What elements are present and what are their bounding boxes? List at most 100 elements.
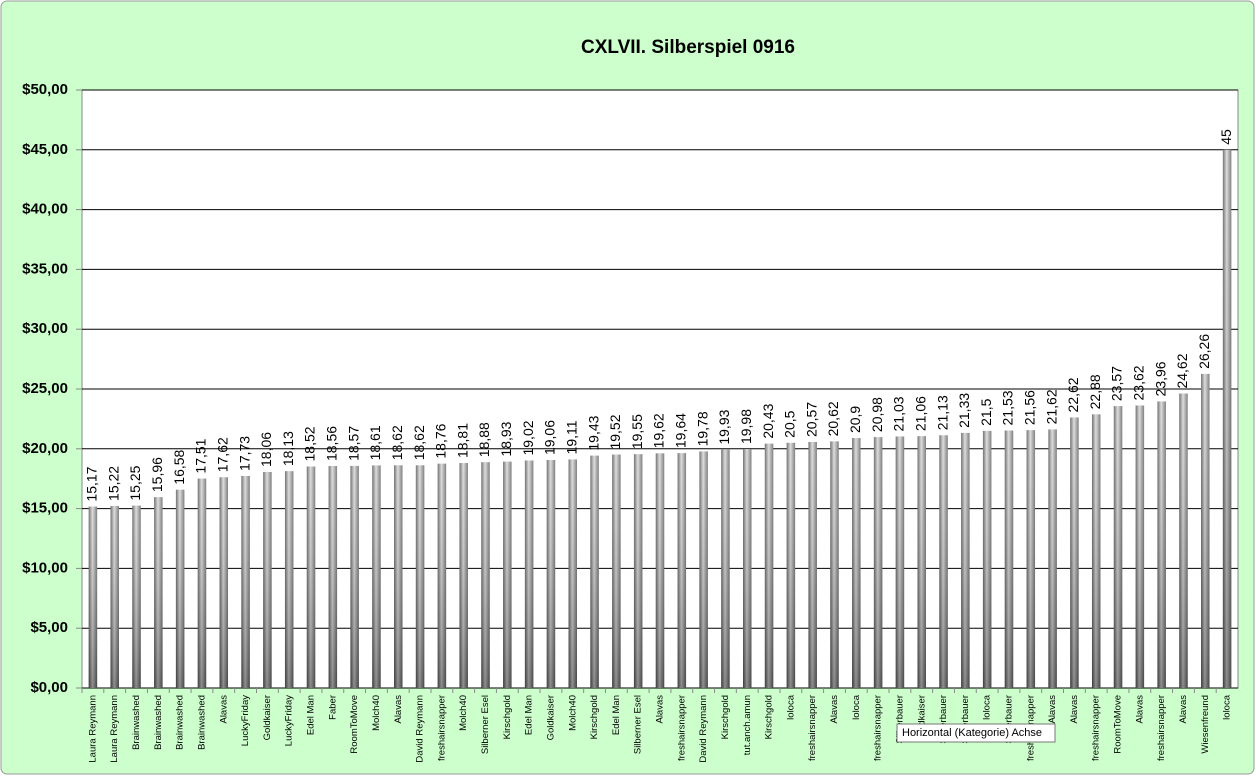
chart-title: CXLVII. Silberspiel 0916 bbox=[581, 37, 795, 58]
value-label: 15,17 bbox=[84, 466, 100, 501]
x-tick-label: Goldkaiser bbox=[262, 695, 273, 740]
value-label: 21,56 bbox=[1021, 390, 1037, 425]
bar bbox=[677, 453, 687, 688]
value-label: 21,13 bbox=[934, 395, 950, 430]
bar bbox=[350, 465, 359, 688]
value-label: 45 bbox=[1218, 129, 1234, 145]
value-label: 20,43 bbox=[760, 403, 776, 438]
bar bbox=[873, 437, 883, 688]
value-label: 15,25 bbox=[127, 465, 143, 500]
bar bbox=[197, 478, 207, 688]
y-tick-label: $15,00 bbox=[22, 500, 68, 517]
value-label: 19,98 bbox=[738, 409, 754, 444]
x-tick-label: loloca bbox=[982, 694, 993, 720]
x-tick-label: Molch40 bbox=[371, 695, 382, 731]
bar bbox=[481, 462, 490, 688]
bar bbox=[830, 441, 839, 688]
x-tick-label: Kirschgold bbox=[502, 695, 513, 739]
value-label: 16,58 bbox=[171, 449, 187, 484]
bar bbox=[415, 465, 425, 688]
value-label: 19,06 bbox=[542, 420, 558, 455]
bar bbox=[154, 497, 163, 688]
x-tick-label: loloca bbox=[785, 694, 796, 720]
x-tick-label: Laura Reymann bbox=[109, 695, 120, 763]
value-label: 23,62 bbox=[1131, 365, 1147, 400]
x-tick-label: Alavas bbox=[655, 695, 666, 724]
bar bbox=[612, 454, 621, 688]
bar bbox=[372, 465, 381, 688]
x-tick-label: loloca bbox=[1222, 694, 1233, 720]
x-tick-label: Wiesenfreund bbox=[1200, 695, 1211, 754]
y-tick-label: $45,00 bbox=[22, 141, 68, 158]
bar bbox=[982, 430, 992, 688]
x-tick-label: Brainwashed bbox=[131, 695, 142, 750]
value-label: 21,5 bbox=[978, 398, 994, 425]
x-tick-label: freshairsnapper bbox=[873, 695, 884, 761]
x-tick-label: RoomToMove bbox=[349, 695, 360, 754]
value-label: 18,52 bbox=[302, 426, 318, 461]
bar bbox=[742, 449, 752, 688]
y-tick-label: $30,00 bbox=[22, 320, 68, 337]
value-label: 19,55 bbox=[629, 414, 645, 449]
bar bbox=[655, 453, 665, 688]
x-tick-label: Molch40 bbox=[567, 695, 578, 731]
x-tick-label: LuckyFriday bbox=[240, 695, 251, 746]
bar bbox=[110, 505, 119, 688]
x-tick-label: freshairsnapper bbox=[436, 695, 447, 761]
value-label: 18,88 bbox=[476, 422, 492, 457]
x-tick-label: Edel Man bbox=[524, 695, 535, 735]
value-label: 19,62 bbox=[651, 413, 667, 448]
x-tick-label: freshairsnapper bbox=[1091, 695, 1102, 761]
x-tick-label: RoomToMove bbox=[1113, 695, 1124, 754]
x-tick-label: Laura Reymann bbox=[87, 695, 98, 763]
bar bbox=[1091, 414, 1101, 688]
bar bbox=[284, 471, 294, 688]
value-label: 15,96 bbox=[149, 457, 165, 492]
bar bbox=[1157, 401, 1166, 688]
x-tick-label: Goldkaiser bbox=[545, 695, 556, 740]
bar bbox=[961, 432, 970, 688]
bar bbox=[306, 466, 316, 688]
value-label: 17,73 bbox=[236, 436, 252, 471]
value-label: 18,76 bbox=[433, 423, 449, 458]
bar bbox=[590, 455, 599, 688]
x-tick-label: Silberbauer bbox=[1003, 695, 1014, 744]
x-tick-label: Kirschgold bbox=[720, 695, 731, 739]
value-label: 26,26 bbox=[1196, 334, 1212, 369]
bar bbox=[1004, 430, 1014, 688]
bar bbox=[219, 477, 229, 688]
value-label: 20,62 bbox=[825, 401, 841, 436]
x-tick-label: Brainwashed bbox=[196, 695, 207, 750]
x-tick-label: Silberbauer bbox=[960, 695, 971, 744]
bar bbox=[1026, 430, 1036, 688]
bar bbox=[852, 438, 861, 688]
bar bbox=[1201, 373, 1210, 688]
value-label: 21,03 bbox=[891, 396, 907, 431]
x-tick-label: LuckyFriday bbox=[284, 695, 295, 746]
value-label: 18,06 bbox=[258, 432, 274, 467]
bar bbox=[1135, 405, 1145, 688]
x-tick-label: tut.anch.amun bbox=[742, 695, 753, 755]
bar bbox=[1070, 417, 1079, 688]
tooltip: Horizontal (Kategorie) Achse bbox=[902, 727, 1042, 739]
bar bbox=[394, 465, 403, 688]
bar bbox=[699, 451, 708, 688]
value-label: 19,52 bbox=[607, 414, 623, 449]
bar bbox=[633, 454, 643, 688]
value-label: 17,51 bbox=[193, 438, 209, 473]
value-label: 18,61 bbox=[367, 425, 383, 460]
value-label: 20,57 bbox=[803, 402, 819, 437]
bar bbox=[546, 460, 556, 688]
value-label: 23,57 bbox=[1109, 366, 1125, 401]
value-label: 18,93 bbox=[498, 421, 514, 456]
value-label: 20,9 bbox=[847, 406, 863, 433]
value-label: 19,43 bbox=[585, 415, 601, 450]
x-tick-label: loloca bbox=[851, 694, 862, 720]
tooltip-box bbox=[896, 723, 1056, 743]
value-label: 19,78 bbox=[694, 411, 710, 446]
value-label: 18,57 bbox=[345, 426, 361, 461]
x-tick-label: Alavas bbox=[1047, 695, 1058, 724]
bar bbox=[175, 489, 185, 688]
x-tick-label: Alavas bbox=[1178, 695, 1189, 724]
x-tick-label: Silberbauer bbox=[894, 695, 905, 744]
